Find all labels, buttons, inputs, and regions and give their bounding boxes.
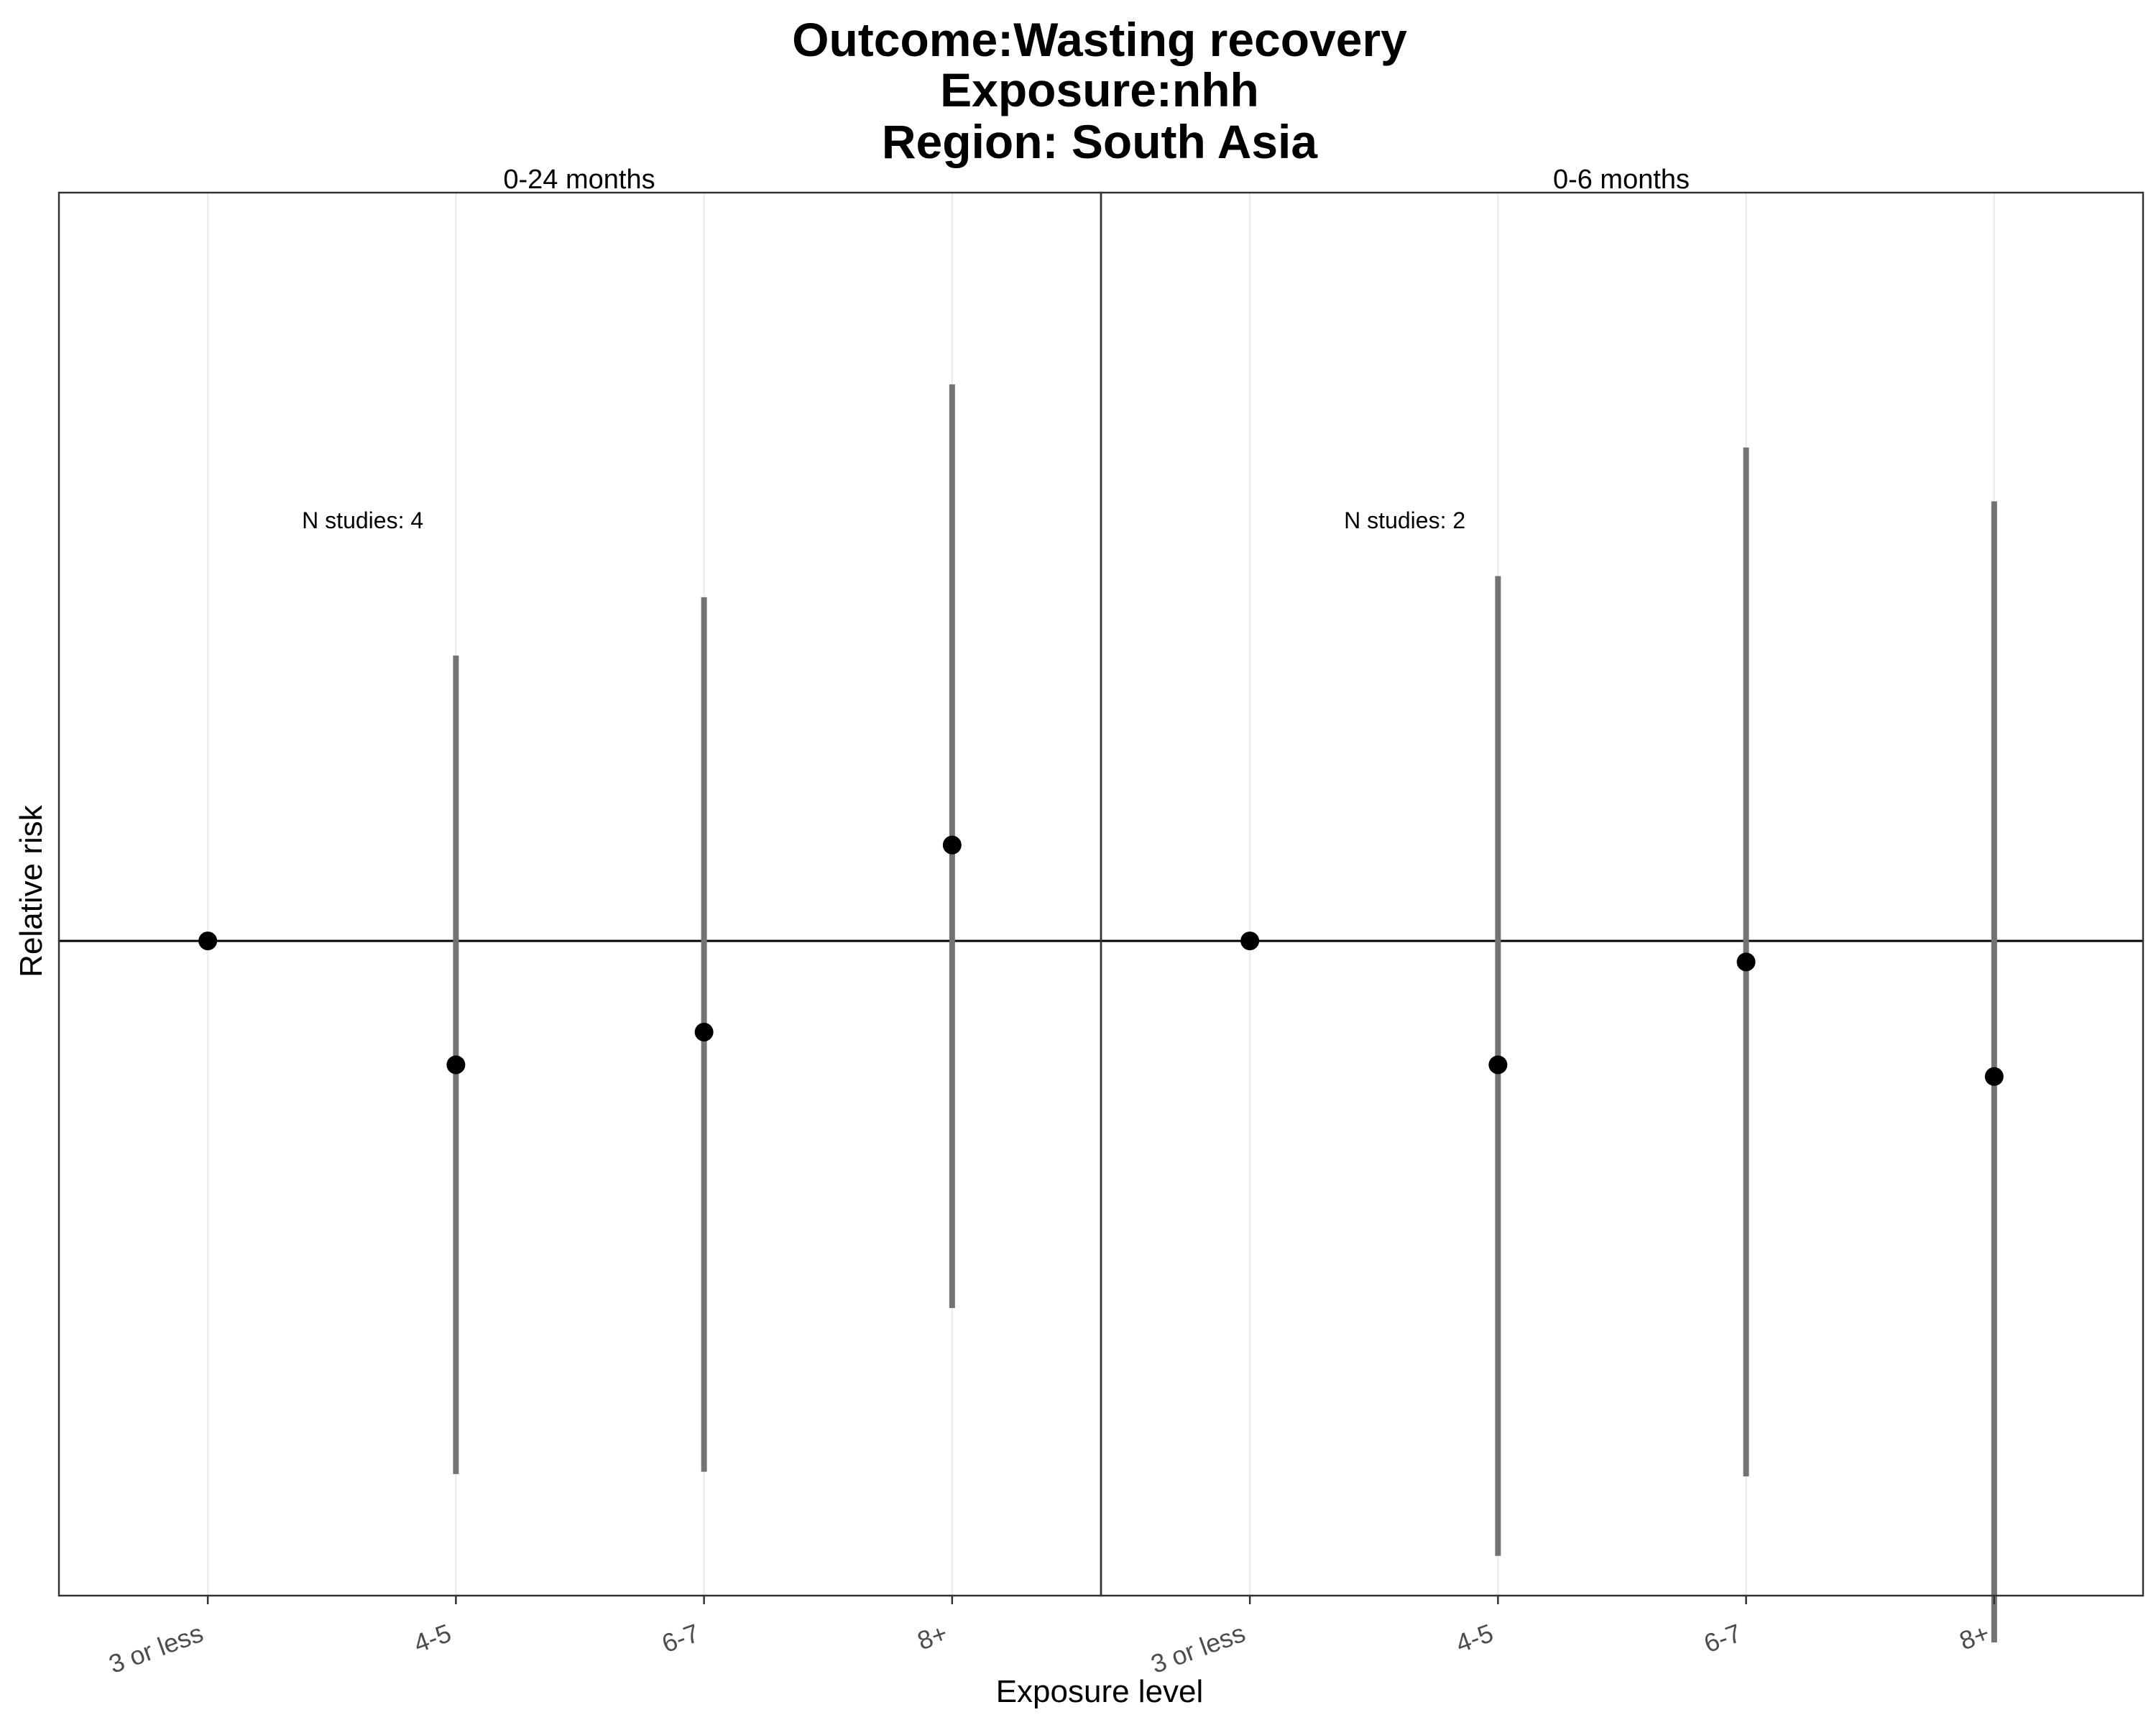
point-estimate <box>1240 932 1260 951</box>
strip-label-panel-2: 0-6 months <box>1553 165 1690 195</box>
point-estimate <box>1984 1067 2004 1086</box>
x-axis-title: Exposure level <box>996 1674 1204 1709</box>
point-estimate <box>942 835 962 855</box>
panel-border <box>1100 191 2145 1597</box>
y-axis-title: Relative risk <box>14 804 49 978</box>
n-studies-label: N studies: 4 <box>302 507 423 533</box>
point-estimate <box>694 1022 714 1041</box>
chart-title-line-2: Exposure:nhh <box>940 63 1259 116</box>
point-estimate <box>198 932 218 951</box>
n-studies-label: N studies: 2 <box>1344 507 1465 533</box>
point-estimate <box>1488 1055 1508 1075</box>
chart-title-line-1: Outcome:Wasting recovery <box>792 13 1407 66</box>
point-estimate <box>1736 952 1756 972</box>
strip-label-panel-1: 0-24 months <box>503 165 655 195</box>
point-estimate <box>446 1055 466 1075</box>
chart-title-line-3: Region: South Asia <box>882 115 1319 168</box>
panel-0-6-months: 0-6 months N studies: 23 or less 4-5 6-7 8+ <box>1100 165 2145 1679</box>
